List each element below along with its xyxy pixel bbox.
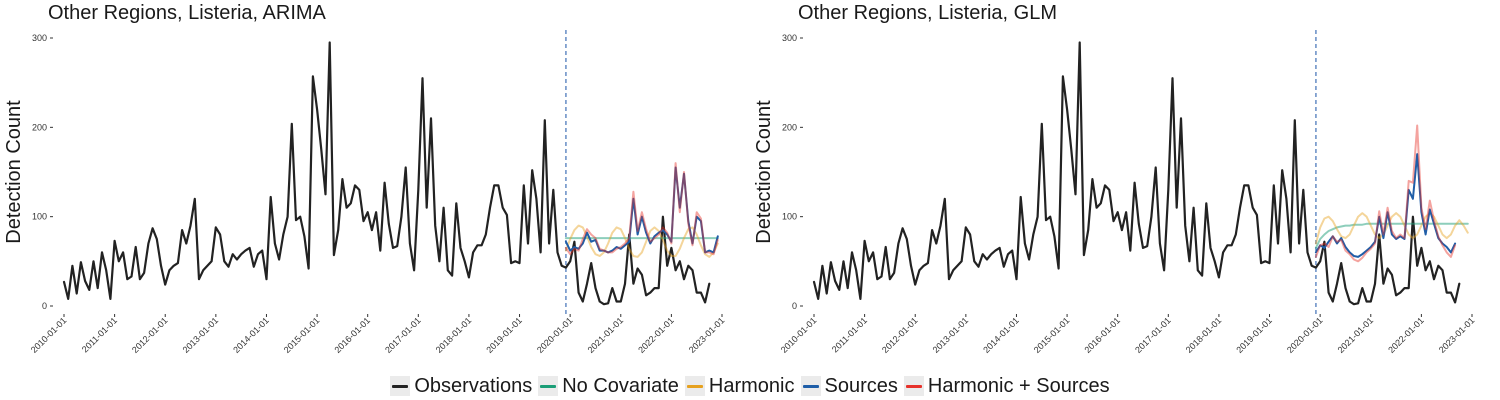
x-tick-label: 2016-01-01 [1082,315,1122,355]
series-line-sources [564,166,719,254]
y-axis-label: Detection Count [3,100,25,244]
x-tick-label: 2013-01-01 [931,315,971,355]
legend-item-sources: Sources [800,374,898,398]
legend: Observations No Covariate Harmonic Sourc… [0,373,1500,399]
x-tick-label: 2019-01-01 [1234,315,1274,355]
x-tick-label: 2020-01-01 [1285,315,1325,355]
legend-label: Harmonic + Sources [927,374,1110,397]
chart-title: Other Regions, Listeria, GLM [798,2,1057,24]
y-tick-label: 0 [792,301,797,311]
legend-key [800,376,821,396]
x-tick-label: 2016-01-01 [332,315,372,355]
x-tick-label: 2022-01-01 [636,315,676,355]
x-tick-label: 2019-01-01 [484,315,524,355]
chart-title: Other Regions, Listeria, ARIMA [48,2,326,24]
y-tick-label: 0 [42,301,47,311]
series-line-observations [812,41,1461,306]
x-tick-label: 2011-01-01 [80,315,119,354]
legend-item-no-covariate: No Covariate [538,375,679,398]
x-tick-label: 2018-01-01 [1184,315,1224,355]
y-axis-label: Detection Count [753,100,775,244]
legend-key [684,376,705,396]
x-tick-label: 2022-01-01 [1386,315,1426,355]
x-tick-label: 2012-01-01 [130,315,170,355]
legend-label: Observations [414,374,533,397]
x-tick-label: 2015-01-01 [1032,315,1072,355]
y-tick-label: 200 [32,122,47,132]
chart-plot: Detection Count 0 100 200 300 2010-01-01 2011-… [753,30,1477,355]
y-tick-label: 300 [782,33,797,43]
legend-key [390,376,411,396]
x-tick-label: 2010-01-01 [779,315,819,355]
legend-swatch [802,385,819,388]
legend-label: Sources [824,374,898,397]
x-tick-label: 2011-01-01 [830,315,869,354]
y-tick-label: 200 [782,122,797,132]
y-tick-label: 100 [782,212,797,222]
x-tick-label: 2013-01-01 [181,315,221,355]
legend-swatch [392,385,409,388]
x-tick-label: 2010-01-01 [29,315,69,355]
series-line-harmonic [564,224,719,258]
x-tick-label: 2014-01-01 [981,315,1021,355]
legend-swatch [905,385,922,388]
series-line-sources [1314,153,1457,258]
legend-item-observations: Observations [390,375,532,398]
chart-panel-arima: Other Regions, Listeria, ARIMA Detection… [0,0,750,360]
series-line-no-covariate [1314,222,1469,249]
x-tick-label: 2018-01-01 [434,315,474,355]
legend-item-harmonic: Harmonic [684,374,795,398]
x-tick-label: 2021-01-01 [586,315,626,355]
series-line-harmonic [1314,212,1469,245]
y-tick-label: 300 [32,33,47,43]
x-tick-label: 2015-01-01 [282,315,322,355]
chart-plot: Detection Count 0 100 200 300 2010-01-01 2011-… [3,30,727,355]
legend-swatch [540,385,557,388]
legend-item-harmonic-sources: Harmonic + Sources [903,374,1110,398]
series-line-observations [62,41,711,306]
x-tick-label: 2012-01-01 [880,315,920,355]
x-tick-label: 2014-01-01 [231,315,271,355]
y-tick-label: 100 [32,212,47,222]
legend-swatch [686,385,703,388]
x-tick-label: 2017-01-01 [383,315,423,355]
x-tick-label: 2021-01-01 [1336,315,1376,355]
x-tick-label: 2023-01-01 [687,315,727,355]
x-tick-label: 2017-01-01 [1133,315,1173,355]
x-tick-label: 2023-01-01 [1437,315,1477,355]
legend-label: Harmonic [708,374,795,397]
legend-key [903,376,924,396]
series-line-harmonic-sources [564,162,719,256]
legend-key [538,376,559,396]
x-tick-label: 2020-01-01 [535,315,575,355]
legend-label: No Covariate [562,374,679,397]
chart-panel-glm: Other Regions, Listeria, GLM Detection C… [750,0,1500,360]
series-line-harmonic-sources [1314,124,1457,263]
